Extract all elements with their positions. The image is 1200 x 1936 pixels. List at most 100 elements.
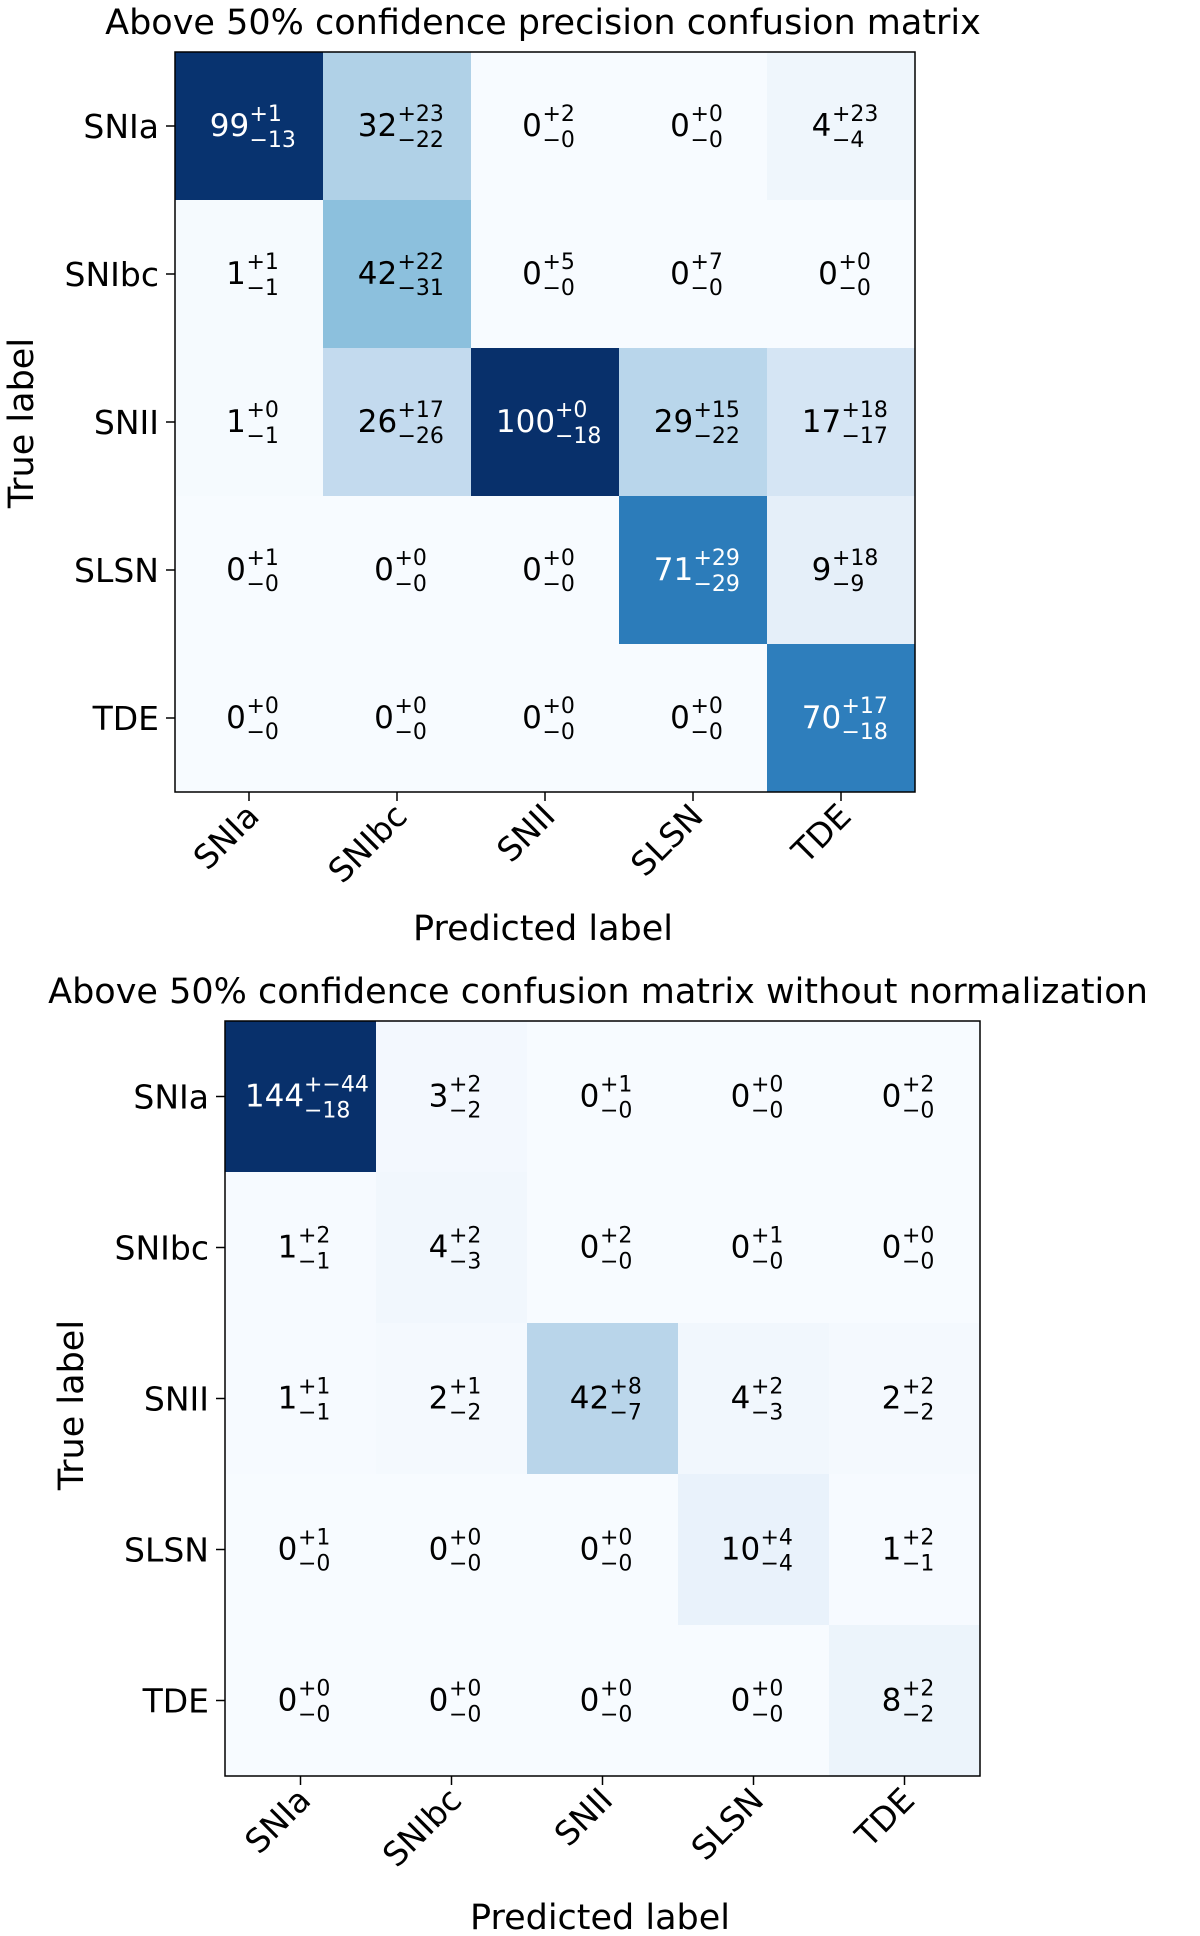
cell-lower-error: −0: [449, 1703, 481, 1728]
heatmap-cell: [225, 1021, 377, 1173]
heatmap-cell: [829, 1625, 981, 1777]
y-tick-label: SNIa: [133, 1078, 209, 1117]
cell-lower-error: −2: [902, 1703, 934, 1728]
x-tick-label: SLSN: [683, 1780, 771, 1868]
heatmap-cell: [175, 348, 324, 497]
heatmap-cell: [527, 1172, 679, 1324]
x-tick-label: SNIbc: [375, 1780, 469, 1874]
heatmap-cell: [829, 1323, 981, 1475]
cell-lower-error: −18: [555, 424, 601, 449]
cell-upper-error: +0: [902, 1224, 934, 1249]
cell-upper-error: +0: [449, 1526, 481, 1551]
cell-lower-error: −0: [247, 572, 279, 597]
cell-upper-error: +0: [839, 250, 871, 275]
heatmap-cell: [376, 1625, 528, 1777]
cell-value: 17: [802, 404, 841, 440]
cell-upper-error: +2: [902, 1375, 934, 1400]
cell-value: 144: [245, 1079, 304, 1115]
y-axis-label: True label: [2, 338, 42, 509]
cell-value: 1: [278, 1230, 298, 1266]
heatmap-cell: [471, 644, 620, 793]
cell-upper-error: +1: [247, 546, 279, 571]
cell-upper-error: +5: [543, 250, 575, 275]
cell-lower-error: −0: [691, 128, 723, 153]
cell-upper-error: +2: [600, 1224, 632, 1249]
chart-title: Above 50% confidence confusion matrix wi…: [48, 972, 1148, 1012]
cell-lower-error: −17: [842, 424, 888, 449]
cell-lower-error: −22: [694, 424, 740, 449]
count-confusion-matrix: Above 50% confidence confusion matrix wi…: [48, 972, 1148, 1936]
cell-value: 0: [226, 700, 246, 736]
cell-value: 42: [570, 1381, 609, 1417]
cell-value: 10: [721, 1532, 760, 1568]
cell-lower-error: −22: [398, 128, 444, 153]
cell-upper-error: +0: [751, 1677, 783, 1702]
chart-title: Above 50% confidence precision confusion…: [105, 3, 981, 43]
cell-upper-error: +1: [247, 250, 279, 275]
heatmap-cell: [175, 52, 324, 201]
cell-upper-error: +0: [395, 694, 427, 719]
heatmap-cell: [471, 348, 620, 497]
cell-lower-error: −4: [761, 1552, 793, 1577]
cell-value: 0: [731, 1683, 751, 1719]
cell-lower-error: −31: [398, 276, 444, 301]
cell-upper-error: +1: [449, 1375, 481, 1400]
cell-upper-error: +0: [691, 102, 723, 127]
heatmap-cells: [225, 1021, 981, 1777]
cell-annotations: 99 +1−13 32 +23−22 0 +2−0 0 +0−0 4 +23−41 +1−1 42 +2…: [210, 102, 888, 745]
heatmap-cell: [767, 200, 916, 349]
cell-upper-error: +18: [842, 398, 888, 423]
cell-upper-error: +0: [751, 1073, 783, 1098]
cell-lower-error: −0: [247, 720, 279, 745]
cell-value: 1: [882, 1532, 902, 1568]
cell-value: 4: [731, 1381, 751, 1417]
cell-lower-error: −1: [247, 424, 279, 449]
y-tick-label: SNIbc: [115, 1229, 209, 1268]
cell-value: 0: [580, 1683, 600, 1719]
cell-lower-error: −0: [600, 1552, 632, 1577]
y-axis-ticks: SNIa SNIbc SNII SLSN TDE: [65, 107, 175, 738]
cell-lower-error: −0: [839, 276, 871, 301]
cell-lower-error: −1: [902, 1552, 934, 1577]
cell-lower-error: −13: [250, 128, 296, 153]
cell-lower-error: −2: [449, 1099, 481, 1124]
cell-value: 0: [670, 256, 690, 292]
cell-upper-error: +0: [298, 1677, 330, 1702]
heatmap-cell: [619, 496, 768, 645]
cell-lower-error: −0: [543, 572, 575, 597]
cell-value: 29: [654, 404, 693, 440]
heatmap-cell: [323, 644, 472, 793]
x-axis-label: Predicted label: [470, 1898, 730, 1936]
heatmap-cell: [527, 1021, 679, 1173]
cell-upper-error: +−44: [304, 1073, 369, 1098]
cell-upper-error: +0: [555, 398, 587, 423]
cell-value: 26: [358, 404, 397, 440]
cell-lower-error: −0: [751, 1099, 783, 1124]
cell-upper-error: +0: [247, 694, 279, 719]
cell-lower-error: −1: [247, 276, 279, 301]
cell-value: 0: [818, 256, 838, 292]
cell-lower-error: −0: [691, 720, 723, 745]
cell-upper-error: +2: [902, 1526, 934, 1551]
cell-value: 4: [812, 108, 832, 144]
cell-upper-error: +15: [694, 398, 740, 423]
y-tick-label: SNII: [94, 403, 159, 442]
cell-upper-error: +2: [902, 1073, 934, 1098]
cell-value: 42: [358, 256, 397, 292]
cell-value: 0: [522, 700, 542, 736]
y-tick-label: SNII: [144, 1380, 209, 1419]
y-tick-label: TDE: [142, 1682, 209, 1721]
cell-value: 70: [802, 700, 841, 736]
cell-value: 0: [670, 108, 690, 144]
cell-value: 0: [374, 700, 394, 736]
y-axis-label: True label: [52, 1320, 92, 1491]
cell-lower-error: −0: [395, 720, 427, 745]
heatmap-cell: [829, 1172, 981, 1324]
heatmap-cell: [323, 52, 472, 201]
cell-lower-error: −0: [298, 1703, 330, 1728]
x-axis-ticks: SNIa SNIbc SNII SLSN TDE: [186, 792, 859, 890]
cell-upper-error: +4: [761, 1526, 793, 1551]
cell-upper-error: +23: [832, 102, 878, 127]
cell-value: 3: [429, 1079, 449, 1115]
x-tick-label: SNIbc: [320, 796, 414, 890]
